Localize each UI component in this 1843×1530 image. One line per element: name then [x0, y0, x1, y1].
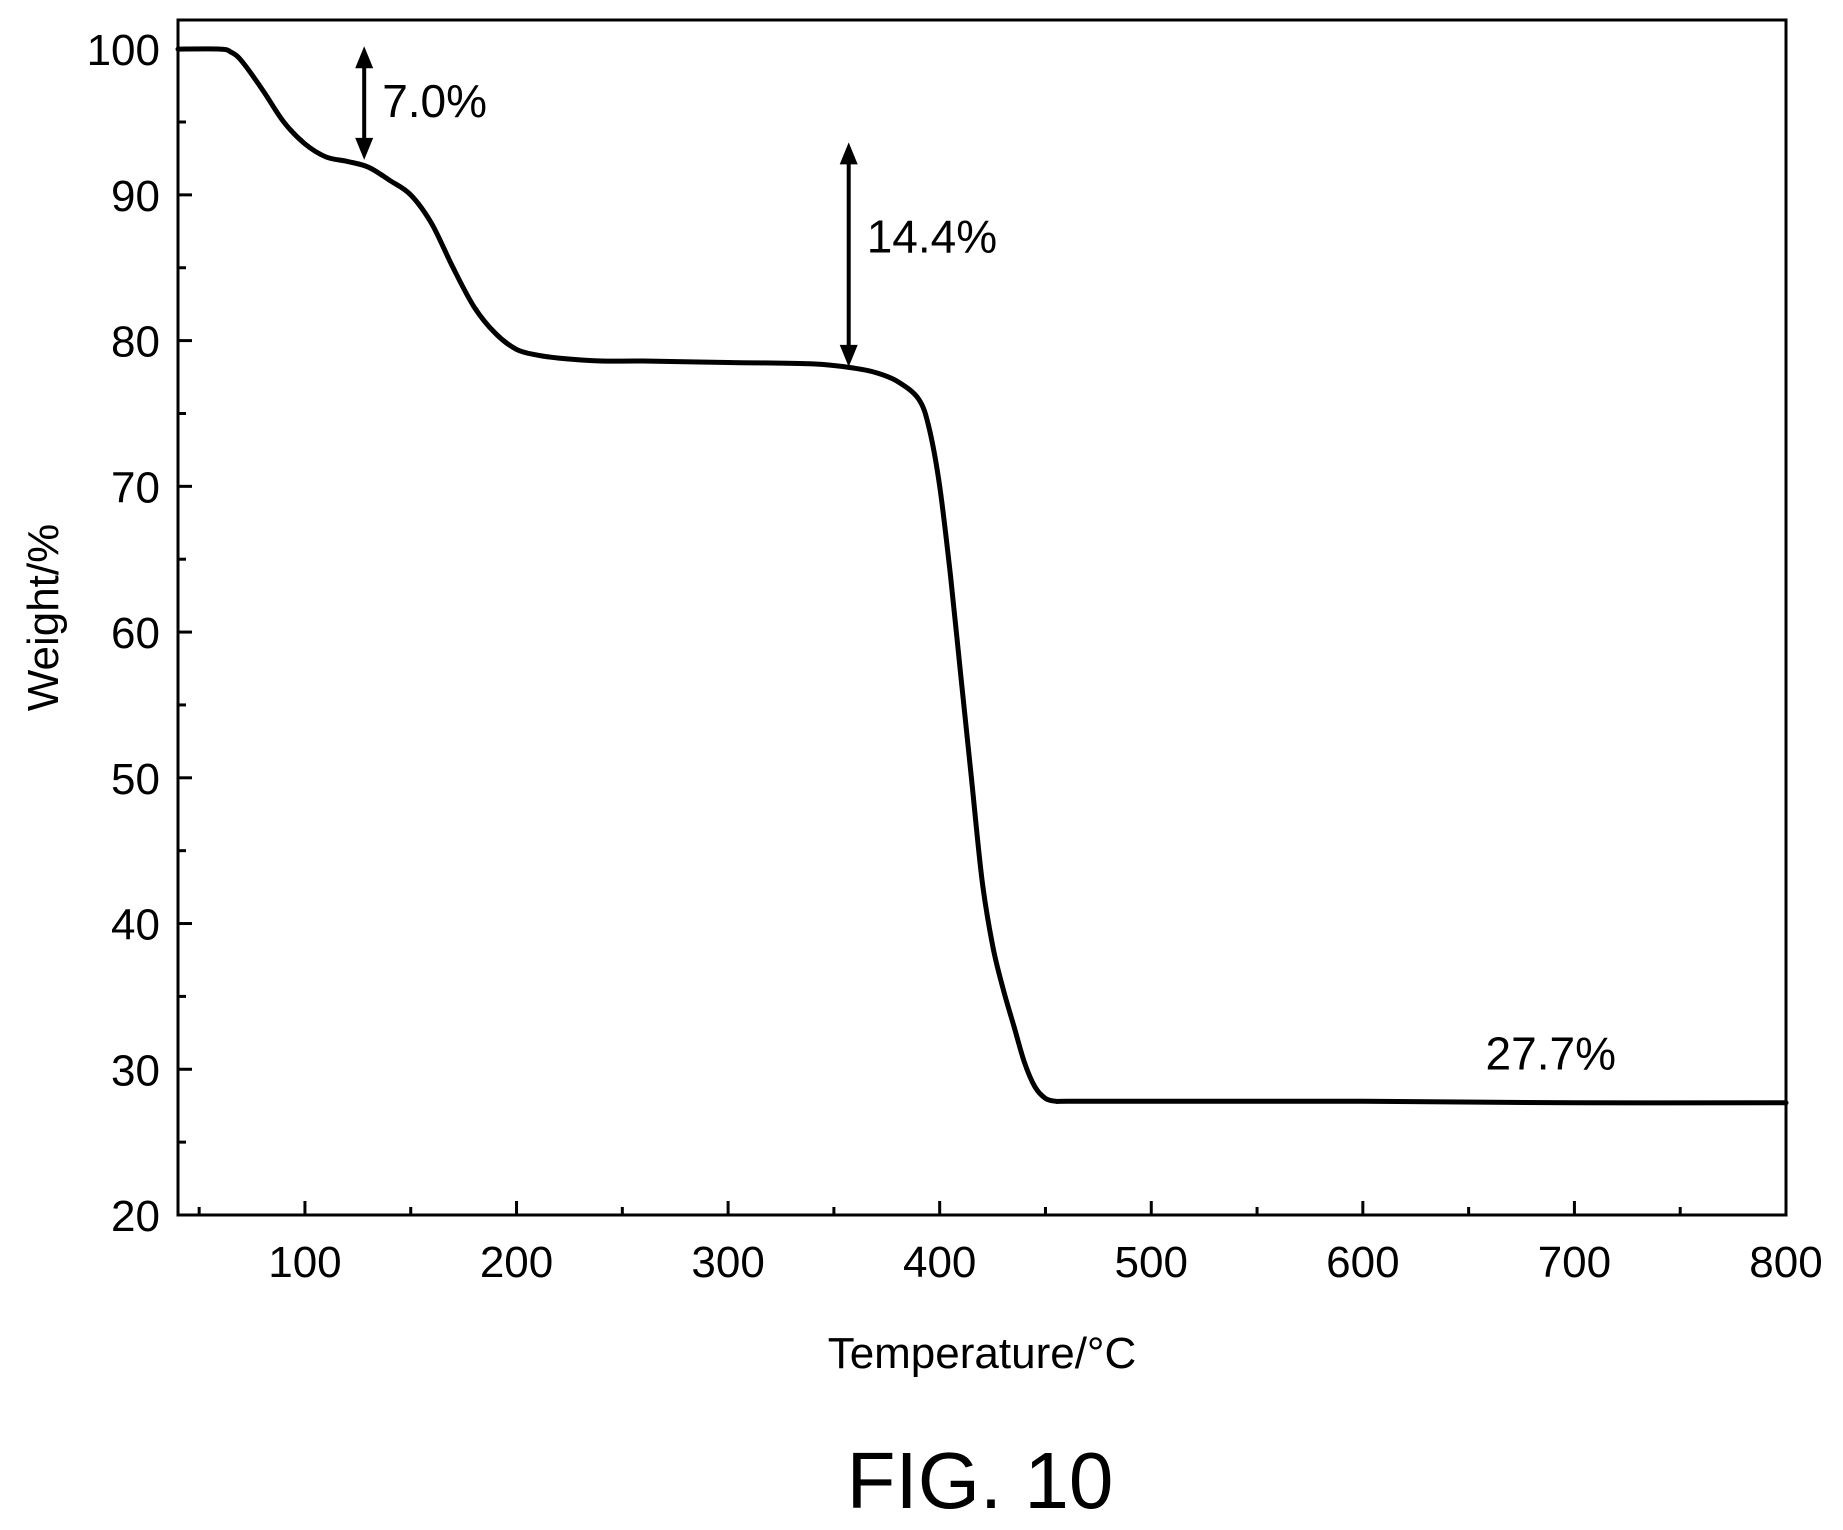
x-axis-title: Temperature/°C — [828, 1329, 1137, 1378]
x-tick-label: 600 — [1326, 1238, 1399, 1287]
y-tick-label: 90 — [111, 172, 160, 221]
annotation-label: 7.0% — [382, 75, 487, 127]
axis-tick-labels: 100 200 300 400 500 600 700 800 20 30 40 50 60 70 80 90… — [87, 26, 1823, 1287]
x-tick-label: 200 — [480, 1238, 553, 1287]
axis-ticks — [178, 47, 1788, 1217]
figure-caption: FIG. 10 — [847, 1436, 1114, 1525]
y-axis-title: Weight/% — [19, 524, 68, 712]
x-tick-label: 800 — [1749, 1238, 1822, 1287]
x-tick-label: 500 — [1115, 1238, 1188, 1287]
plot-frame — [176, 18, 1788, 1217]
y-tick-label: 60 — [111, 609, 160, 658]
x-tick-label: 700 — [1538, 1238, 1611, 1287]
y-tick-label: 80 — [111, 318, 160, 367]
y-tick-label: 70 — [111, 463, 160, 512]
annotation-arrow-head-up — [355, 46, 374, 69]
annotation-arrow-head-down — [355, 137, 374, 160]
annotation-arrow-head-up — [839, 142, 858, 165]
annotation-label: 14.4% — [867, 211, 997, 263]
y-tick-label: 40 — [111, 901, 160, 950]
weight-curve — [175, 46, 1789, 1106]
y-tick-label: 20 — [111, 1192, 160, 1241]
y-tick-label: 50 — [111, 755, 160, 804]
annotation-arrow-head-down — [839, 344, 858, 367]
x-tick-label: 100 — [268, 1238, 341, 1287]
annotation-label: 27.7% — [1486, 1027, 1616, 1079]
y-tick-label: 30 — [111, 1046, 160, 1095]
x-tick-label: 300 — [691, 1238, 764, 1287]
x-tick-label: 400 — [903, 1238, 976, 1287]
annotations: 7.0% 14.4% 27.7% — [355, 46, 1616, 1079]
y-tick-label: 100 — [87, 26, 160, 75]
